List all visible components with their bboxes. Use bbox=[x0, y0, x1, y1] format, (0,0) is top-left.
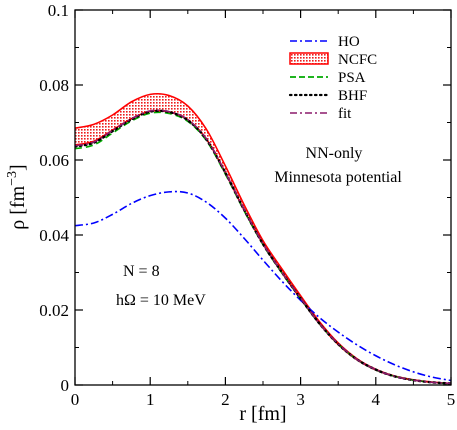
y-axis-label-base: ρ [fm bbox=[7, 185, 29, 229]
legend: HO NCFC PSA BHF fit bbox=[288, 34, 377, 122]
legend-label-ho: HO bbox=[338, 34, 360, 50]
series-band-lower-edge-ncfc bbox=[75, 109, 451, 385]
legend-label-psa: PSA bbox=[338, 70, 366, 86]
series-band-ncfc bbox=[75, 93, 451, 384]
plot-frame bbox=[74, 9, 452, 386]
legend-label-bhf: BHF bbox=[338, 88, 367, 104]
legend-entry-psa: PSA bbox=[290, 70, 366, 86]
y-tick-label: 0.08 bbox=[39, 76, 69, 95]
y-tick-label: 0.1 bbox=[48, 1, 69, 20]
legend-entry-ncfc: NCFC bbox=[289, 52, 377, 68]
y-tick-label: 0.02 bbox=[39, 301, 69, 320]
series-line-psa bbox=[75, 111, 451, 385]
legend-label-ncfc: NCFC bbox=[338, 52, 377, 68]
series-layer bbox=[75, 92, 451, 385]
x-tick-label: 4 bbox=[372, 390, 381, 409]
y-tick-label: 0.04 bbox=[39, 226, 69, 245]
x-axis-label: r [fm] bbox=[239, 403, 286, 425]
annotation-minnesota-potential: Minnesota potential bbox=[274, 169, 402, 186]
legend-entry-fit: fit bbox=[290, 106, 352, 122]
legend-entry-bhf: BHF bbox=[288, 88, 367, 104]
y-tick-label: 0.06 bbox=[39, 151, 69, 170]
series-line-fit bbox=[75, 109, 451, 385]
x-tick-label: 5 bbox=[447, 390, 456, 409]
series-band-upper-edge-ncfc bbox=[75, 92, 451, 385]
y-axis-label-close: ] bbox=[7, 164, 29, 171]
annotation-n-equals-8: N = 8 bbox=[123, 263, 160, 280]
series-line-ho bbox=[75, 190, 451, 382]
y-axis-label: ρ [fm−3] bbox=[5, 164, 29, 229]
x-tick-label: 3 bbox=[296, 390, 305, 409]
ticks-layer: 0 1 2 3 4 5 0 0.02 0.04 0.06 0.08 0.1 bbox=[39, 1, 455, 409]
series-line-bhf bbox=[75, 109, 451, 385]
annotation-nn-only: NN-only bbox=[306, 145, 363, 162]
y-axis-label-exponent: −3 bbox=[5, 171, 20, 186]
legend-label-fit: fit bbox=[338, 106, 352, 122]
x-tick-label: 2 bbox=[221, 390, 230, 409]
x-tick-label: 1 bbox=[146, 390, 155, 409]
annotation-h-omega: hΩ = 10 MeV bbox=[116, 292, 206, 309]
svg-text:ρ [fm−3]: ρ [fm−3] bbox=[5, 164, 29, 229]
y-tick-label: 0 bbox=[61, 376, 70, 395]
x-tick-label: 0 bbox=[71, 390, 80, 409]
legend-swatch-ncfc bbox=[289, 52, 329, 65]
legend-entry-ho: HO bbox=[290, 34, 360, 50]
